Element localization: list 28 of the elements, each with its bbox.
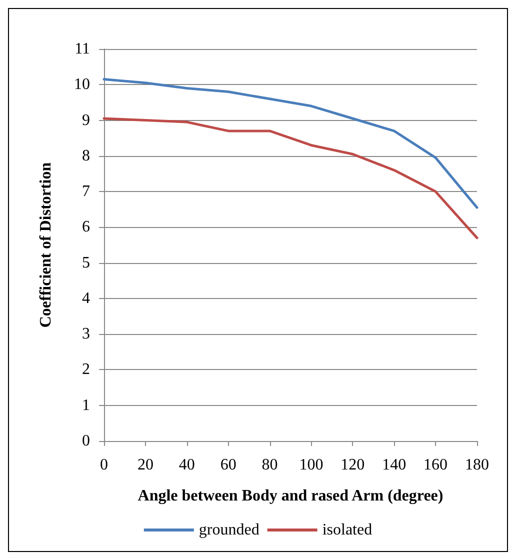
x-tick-label: 40 bbox=[178, 456, 195, 474]
line-series bbox=[102, 117, 478, 240]
y-tick-label: 4 bbox=[82, 290, 90, 307]
legend-label: grounded bbox=[198, 522, 260, 538]
y-axis-title: Coefficient of Distortion bbox=[38, 162, 54, 328]
x-tick-label: 180 bbox=[465, 456, 489, 474]
y-tick-label: 3 bbox=[82, 326, 90, 343]
y-tick-label: 7 bbox=[82, 183, 90, 200]
line-series bbox=[102, 78, 478, 209]
y-tick-label: 8 bbox=[82, 147, 90, 164]
y-tick-label: 1 bbox=[82, 396, 90, 414]
x-tick-label: 20 bbox=[137, 456, 154, 474]
y-tick-label: 5 bbox=[82, 254, 90, 272]
x-tick-label: 100 bbox=[299, 456, 324, 474]
x-tick-label: 160 bbox=[424, 456, 448, 474]
y-tick-label: 11 bbox=[74, 40, 90, 58]
x-axis-title: Angle between Body and rased Arm (degree) bbox=[138, 488, 444, 504]
y-tick-label: 6 bbox=[82, 218, 90, 236]
y-tick-label: 9 bbox=[82, 112, 90, 129]
y-tick-label: 0 bbox=[82, 432, 90, 450]
legend-label: isolated bbox=[322, 522, 372, 538]
x-tick-label: 120 bbox=[340, 456, 365, 474]
x-tick-label: 140 bbox=[382, 456, 406, 474]
x-tick-label: 80 bbox=[262, 456, 278, 474]
x-tick-label: 60 bbox=[220, 456, 236, 474]
y-tick-label: 10 bbox=[74, 76, 90, 94]
y-tick-label: 2 bbox=[82, 361, 90, 378]
x-tick-label: 0 bbox=[100, 456, 108, 474]
